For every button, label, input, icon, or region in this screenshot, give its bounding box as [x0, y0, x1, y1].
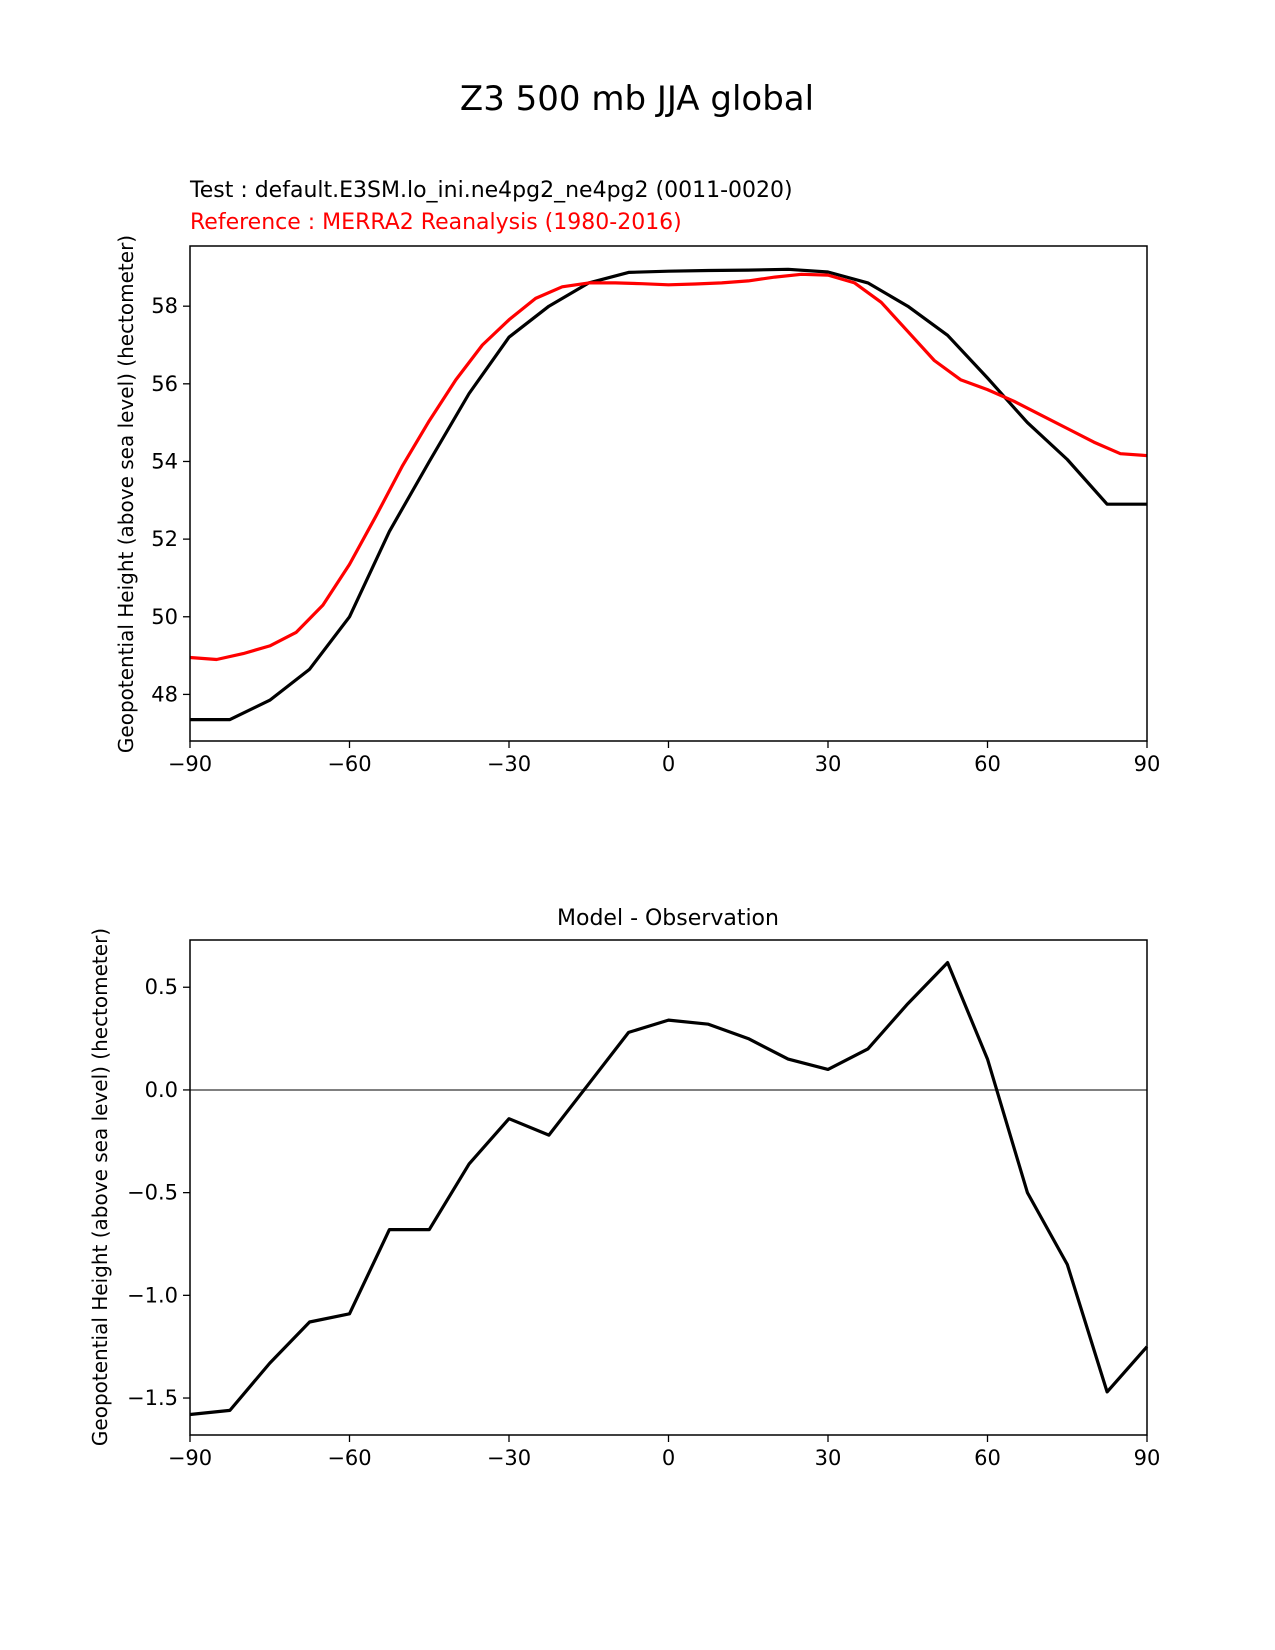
bottom-xtick-label: 90 — [1134, 1446, 1161, 1470]
bottom-xtick-label: 30 — [815, 1446, 842, 1470]
bottom-ytick-label: 0.5 — [145, 975, 178, 999]
bottom-ytick-label: −0.5 — [127, 1181, 178, 1205]
top-xtick-label: −60 — [327, 752, 371, 776]
top-ytick-label: 54 — [151, 449, 178, 473]
figure-title: Z3 500 mb JJA global — [460, 79, 814, 119]
bottom-xtick-label: 0 — [662, 1446, 675, 1470]
bottom-xtick-label: −30 — [487, 1446, 531, 1470]
top-ytick-label: 56 — [151, 372, 178, 396]
top-series-line-1 — [189, 272, 1148, 662]
top-plot-frame — [189, 245, 1148, 742]
bottom-xtick-label: −60 — [327, 1446, 371, 1470]
top-ylabel: Geopotential Height (above sea level) (h… — [114, 235, 138, 753]
bottom-ytick-label: −1.5 — [127, 1386, 178, 1410]
bottom-ylabel: Geopotential Height (above sea level) (h… — [88, 928, 112, 1446]
top-xtick-label: 0 — [662, 752, 675, 776]
bottom-ytick-label: 0.0 — [145, 1078, 178, 1102]
top-ytick-label: 52 — [151, 527, 178, 551]
test-label: Test : default.E3SM.lo_ini.ne4pg2_ne4pg2… — [189, 178, 793, 203]
top-xtick-label: 60 — [974, 752, 1001, 776]
bottom-panel: Model - Observation Geopotential Height … — [88, 906, 1160, 1470]
top-ytick-label: 58 — [151, 294, 178, 318]
reference-label: Reference : MERRA2 Reanalysis (1980-2016… — [190, 210, 682, 235]
bottom-series-line-0 — [189, 960, 1149, 1417]
top-xtick-label: 30 — [815, 752, 842, 776]
top-panel: Test : default.E3SM.lo_ini.ne4pg2_ne4pg2… — [114, 178, 1160, 776]
bottom-plot-frame — [189, 939, 1148, 1436]
top-ytick-label: 48 — [151, 682, 178, 706]
bottom-title: Model - Observation — [557, 906, 779, 931]
bottom-xtick-label: 60 — [974, 1446, 1001, 1470]
top-series-line-0 — [190, 267, 1147, 722]
top-xtick-label: 90 — [1134, 752, 1161, 776]
bottom-xtick-label: −90 — [168, 1446, 212, 1470]
top-ytick-label: 50 — [151, 605, 178, 629]
top-xtick-label: −30 — [487, 752, 531, 776]
top-xtick-label: −90 — [168, 752, 212, 776]
bottom-ytick-label: −1.0 — [127, 1283, 178, 1307]
